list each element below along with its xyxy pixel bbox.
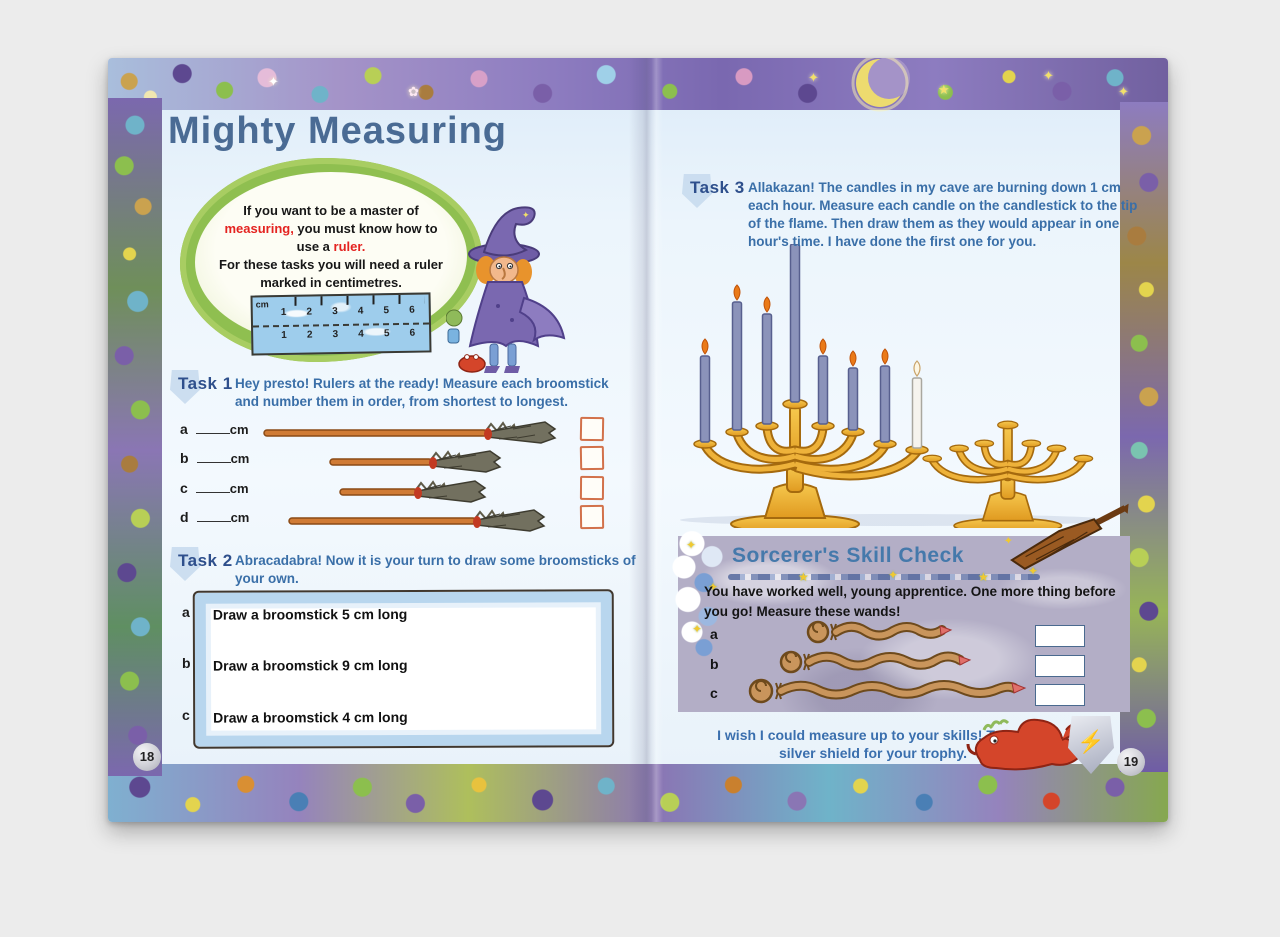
wand-answer-box-a[interactable] xyxy=(1035,625,1085,647)
intro-line3: use a xyxy=(296,239,334,254)
broomstick-icon: ✦ xyxy=(1003,503,1129,570)
page-left: Mighty Measuring If you want to be a mas… xyxy=(108,58,1168,822)
broomstick-illustration-b xyxy=(329,450,502,473)
star-icon: ✦ xyxy=(888,568,899,582)
page-right: Task 3 Allakazan! The candles in my cave… xyxy=(108,58,1168,822)
broomstick-illustration-d xyxy=(288,509,546,532)
draw-row-letter: b xyxy=(182,655,191,671)
unit-label: cm xyxy=(229,481,249,496)
star-icon: ✦ xyxy=(1028,564,1039,578)
wand-answer-box-b[interactable] xyxy=(1035,655,1085,677)
broomstick-illustration-a xyxy=(263,421,557,444)
intro-line4: For these tasks you will need a ruler xyxy=(219,257,443,272)
skill-check-text: You have worked well, young apprentice. … xyxy=(704,584,1116,619)
answer-blank[interactable] xyxy=(195,477,230,493)
draw-row-letter: c xyxy=(182,707,190,723)
row-letter: a xyxy=(180,421,188,437)
broomstick-row-c: c cm xyxy=(180,475,249,501)
intro-keyword-measuring: measuring, xyxy=(224,221,294,236)
wand-row-letter: c xyxy=(710,685,718,701)
broomstick-illustration-c xyxy=(339,480,487,503)
page-gutter xyxy=(629,58,663,822)
intro-blob-paper: If you want to be a master of measuring,… xyxy=(195,172,467,356)
wand-illustration-a xyxy=(806,620,953,644)
wand-row-letter: a xyxy=(710,626,718,642)
star-icon: ★ xyxy=(798,570,809,584)
broomstick-row-a: a cm xyxy=(180,416,249,442)
task2-text: Abracadabra! Now it is your turn to draw… xyxy=(235,553,636,586)
witch-illustration: ✦ xyxy=(446,206,566,373)
task1-label: Task 1 xyxy=(178,374,233,393)
unit-label: cm xyxy=(229,422,249,437)
row-letter: b xyxy=(180,450,189,466)
task2-label: Task 2 xyxy=(178,551,233,570)
wand-answer-box-c[interactable] xyxy=(1035,684,1085,706)
draw-row-letter: a xyxy=(182,604,190,620)
star-icon: ✦ xyxy=(708,580,719,594)
intro-line2: you must know how to xyxy=(293,221,438,236)
wand-illustration-b xyxy=(779,650,972,674)
candlestick-illustration xyxy=(680,244,1110,528)
unit-label: cm xyxy=(230,510,250,525)
page-title: Mighty Measuring xyxy=(168,110,508,152)
star-icon: ★ xyxy=(978,570,989,584)
intro-text: If you want to be a master of measuring,… xyxy=(215,202,447,292)
sparkle-divider xyxy=(728,574,1040,580)
wand-row-letter: b xyxy=(710,656,719,672)
intro-keyword-ruler: ruler. xyxy=(333,239,366,254)
row-letter: d xyxy=(180,509,189,525)
star-icon: ✦ xyxy=(692,622,703,636)
answer-blank[interactable] xyxy=(195,418,230,434)
row-letter: c xyxy=(180,480,188,496)
svg-text:✦: ✦ xyxy=(1003,535,1013,548)
footer-message: I wish I could measure up to your skills… xyxy=(717,727,1029,761)
intro-line1: If you want to be a master of xyxy=(243,203,419,218)
unit-label: cm xyxy=(230,451,250,466)
wand-illustration-c xyxy=(748,678,1027,704)
svg-text:✦: ✦ xyxy=(522,210,530,220)
task3-text: Allakazan! The candles in my cave are bu… xyxy=(748,180,1138,249)
skill-check-panel: ✦ ✦ ✦ Sorcerer's Skill Check ★ ✦ ★ ✦ ✦ Y… xyxy=(660,503,1130,712)
answer-blank[interactable] xyxy=(196,447,231,463)
workbook-spread: ✦ ★ ✦ ✦ ✦ ✿ Mighty Measuring If you want… xyxy=(108,58,1168,822)
star-icon: ✦ xyxy=(686,538,697,552)
page-number-right: 19 xyxy=(1117,748,1145,776)
intro-blob: If you want to be a master of measuring,… xyxy=(180,158,482,362)
intro-line5: marked in centimetres. xyxy=(260,275,402,290)
broomstick-row-d: d cm xyxy=(180,504,249,530)
cloud-icon xyxy=(660,528,740,658)
broomstick-row-b: b cm xyxy=(180,445,249,471)
dragon-illustration xyxy=(966,718,1084,771)
skill-check-title: Sorcerer's Skill Check xyxy=(732,544,964,567)
task1-text: Hey presto! Rulers at the ready! Measure… xyxy=(235,376,609,409)
task3-label: Task 3 xyxy=(690,178,745,197)
answer-blank[interactable] xyxy=(196,506,231,522)
